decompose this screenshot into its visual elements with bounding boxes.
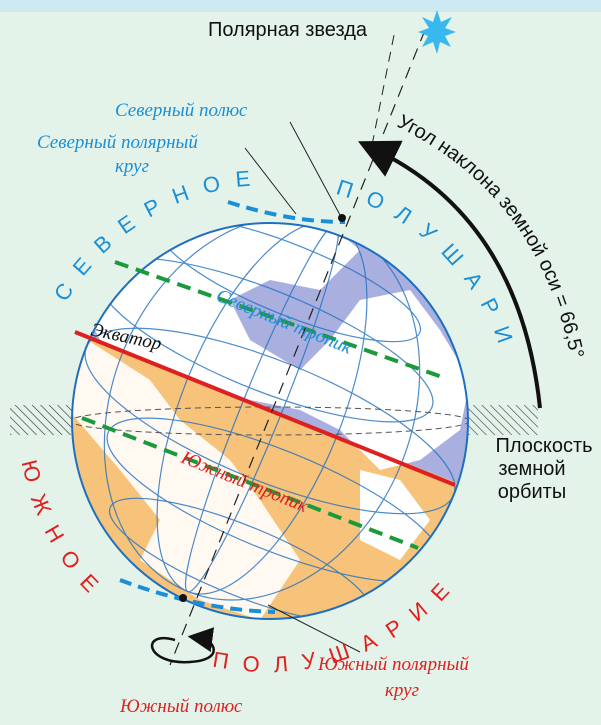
south-pole-label: Южный полюс (119, 696, 243, 717)
equator-line (74, 330, 456, 487)
south-pole-dot (179, 594, 187, 602)
orbit-plane-label: земной (498, 458, 565, 480)
rotation-arrow (150, 627, 215, 664)
globe-outline (71, 222, 469, 620)
south-polar-circle-label: Южный полярный (317, 654, 469, 675)
north-pole-label: Северный полюс (115, 100, 248, 121)
angle-arrow (358, 140, 542, 409)
leader-line (267, 604, 361, 653)
top-band (0, 0, 601, 12)
north-polar-circle-label: Северный полярный (37, 132, 198, 153)
vertical-line (371, 29, 396, 146)
north-polar-circle-line (227, 200, 346, 224)
orbit-plane-label: орбиты (498, 481, 566, 503)
orbit-plane-label: Плоскость (495, 435, 592, 457)
south-polar-circle-label: круг (385, 680, 419, 701)
leader-line (289, 121, 341, 216)
south-polar-circle-line (119, 578, 276, 614)
polar-star-label: Полярная звезда (208, 19, 368, 41)
south-tropic-line (81, 416, 419, 550)
north-pole-dot (338, 214, 346, 222)
polar-star (418, 10, 456, 54)
leader-line (244, 147, 297, 215)
north-tropic-line (114, 260, 446, 380)
north-polar-circle-label: круг (115, 156, 149, 177)
earth-axis (169, 29, 426, 666)
